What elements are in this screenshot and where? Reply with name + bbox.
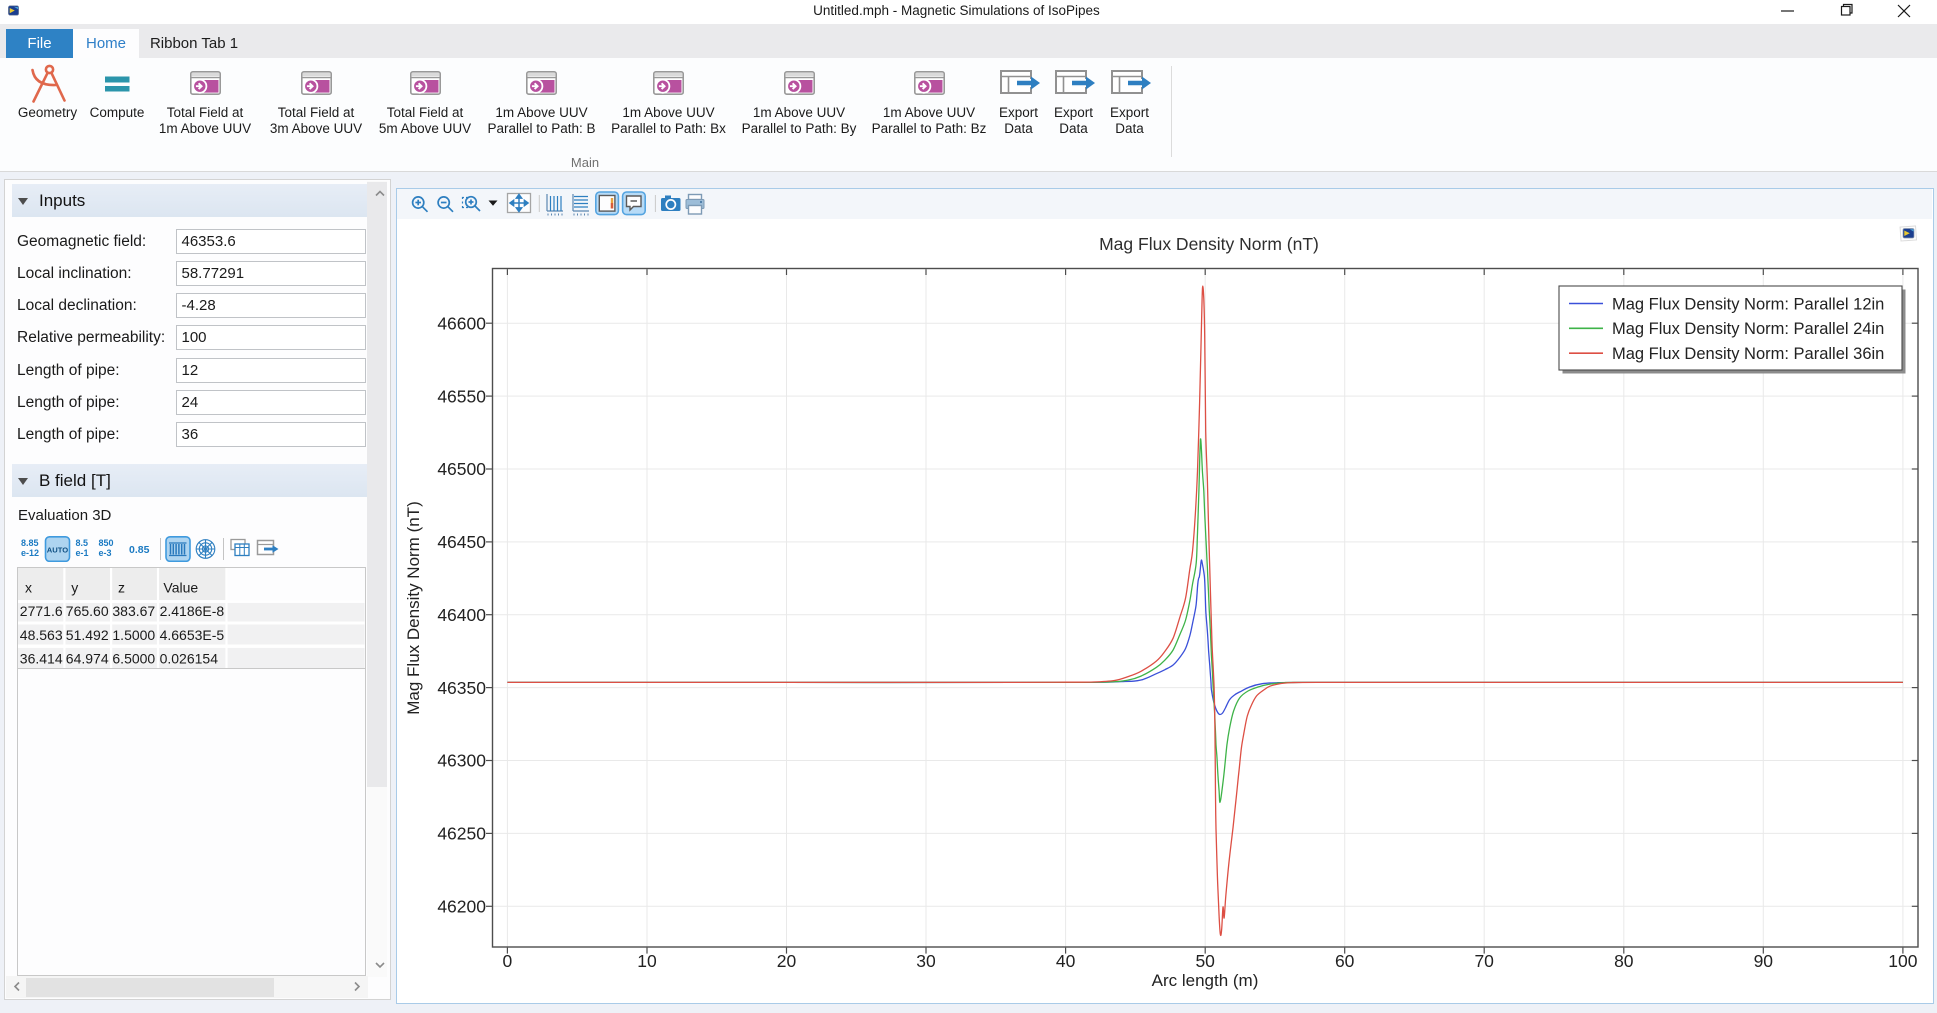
svg-text:46200: 46200 bbox=[437, 897, 486, 917]
svg-text:30: 30 bbox=[916, 951, 936, 971]
svg-text:Arc length (m): Arc length (m) bbox=[1152, 971, 1259, 990]
svg-text:4.6653E-5: 4.6653E-5 bbox=[160, 627, 225, 643]
svg-text:0.85: 0.85 bbox=[129, 544, 150, 556]
svg-text:AUTO: AUTO bbox=[47, 546, 68, 555]
svg-text:46400: 46400 bbox=[437, 605, 486, 625]
svg-text:Mag Flux Density Norm (nT): Mag Flux Density Norm (nT) bbox=[404, 501, 423, 714]
svg-text:383.67: 383.67 bbox=[112, 603, 155, 619]
svg-text:46300: 46300 bbox=[437, 751, 486, 771]
svg-text:1.5000: 1.5000 bbox=[112, 627, 155, 643]
svg-text:36.414: 36.414 bbox=[20, 650, 63, 666]
svg-text:x: x bbox=[25, 580, 32, 596]
svg-text:850: 850 bbox=[99, 538, 114, 548]
svg-text:Mag Flux Density Norm: Paralle: Mag Flux Density Norm: Parallel 12in bbox=[1612, 295, 1884, 313]
svg-text:48.563: 48.563 bbox=[20, 627, 63, 643]
svg-text:8.85: 8.85 bbox=[21, 538, 39, 548]
svg-text:e-1: e-1 bbox=[76, 548, 89, 558]
svg-text:64.974: 64.974 bbox=[66, 650, 109, 666]
svg-text:y: y bbox=[71, 580, 78, 596]
svg-text:50: 50 bbox=[1195, 951, 1215, 971]
svg-text:2771.6: 2771.6 bbox=[20, 603, 63, 619]
svg-text:Mag Flux Density Norm (nT): Mag Flux Density Norm (nT) bbox=[1099, 234, 1319, 254]
svg-text:0.026154: 0.026154 bbox=[160, 650, 219, 666]
svg-text:e-12: e-12 bbox=[21, 548, 39, 558]
svg-text:46600: 46600 bbox=[437, 313, 486, 333]
svg-text:8.5: 8.5 bbox=[76, 538, 89, 548]
svg-text:80: 80 bbox=[1614, 951, 1634, 971]
svg-text:e-3: e-3 bbox=[99, 548, 112, 558]
svg-text:Mag Flux Density Norm: Paralle: Mag Flux Density Norm: Parallel 36in bbox=[1612, 345, 1884, 363]
svg-text:765.60: 765.60 bbox=[66, 603, 109, 619]
svg-text:2.4186E-8: 2.4186E-8 bbox=[160, 603, 225, 619]
svg-text:46550: 46550 bbox=[437, 386, 486, 406]
svg-text:46450: 46450 bbox=[437, 532, 486, 552]
svg-text:Value: Value bbox=[163, 580, 198, 596]
svg-text:46500: 46500 bbox=[437, 459, 486, 479]
svg-text:10: 10 bbox=[637, 951, 657, 971]
svg-text:60: 60 bbox=[1335, 951, 1355, 971]
svg-text:90: 90 bbox=[1754, 951, 1774, 971]
svg-text:6.5000: 6.5000 bbox=[112, 650, 155, 666]
svg-text:51.492: 51.492 bbox=[66, 627, 109, 643]
svg-text:100: 100 bbox=[1888, 951, 1917, 971]
svg-text:46250: 46250 bbox=[437, 824, 486, 844]
svg-text:0: 0 bbox=[503, 951, 513, 971]
svg-text:46350: 46350 bbox=[437, 678, 486, 698]
svg-text:Mag Flux Density Norm: Paralle: Mag Flux Density Norm: Parallel 24in bbox=[1612, 320, 1884, 338]
svg-text:40: 40 bbox=[1056, 951, 1076, 971]
svg-text:z: z bbox=[118, 580, 125, 596]
svg-text:20: 20 bbox=[777, 951, 797, 971]
svg-text:70: 70 bbox=[1474, 951, 1494, 971]
